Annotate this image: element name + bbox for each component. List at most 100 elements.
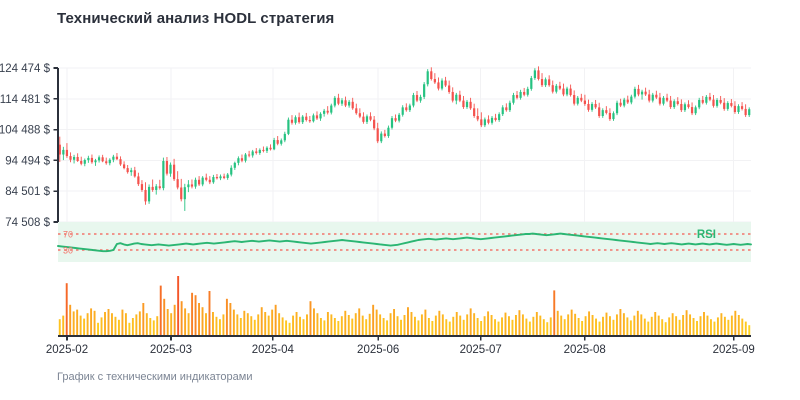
- volume-bar: [218, 319, 221, 336]
- volume-bar: [365, 319, 368, 336]
- candle-body: [358, 113, 361, 117]
- x-axis-tick-label: 2025-02: [46, 344, 88, 356]
- candle-body: [330, 105, 333, 113]
- candle-body: [483, 119, 486, 126]
- volume-bar: [239, 318, 242, 336]
- x-axis-tick-label: 2025-04: [252, 344, 295, 356]
- candle-body: [290, 119, 294, 123]
- volume-bar: [605, 312, 608, 336]
- volume-bar: [528, 321, 531, 336]
- volume-bar: [424, 309, 427, 336]
- volume-bar: [281, 317, 284, 336]
- volume-bar: [713, 321, 716, 336]
- volume-bar: [184, 308, 187, 336]
- volume-bar: [542, 319, 545, 336]
- volume-bar: [539, 315, 542, 336]
- volume-bar: [473, 313, 476, 336]
- candle-body: [258, 149, 261, 153]
- candle-body: [105, 161, 108, 164]
- volume-bar: [403, 315, 406, 336]
- volume-bar: [375, 309, 378, 336]
- candle-body: [119, 159, 122, 165]
- volume-bar: [560, 315, 563, 336]
- candle-body: [455, 94, 458, 101]
- candle-body: [723, 102, 726, 109]
- candle-body: [490, 117, 494, 123]
- candle-body: [237, 158, 240, 163]
- volume-bar: [330, 314, 333, 336]
- candle-body: [551, 85, 554, 92]
- candle-body: [405, 107, 408, 111]
- candle-body: [390, 118, 394, 128]
- volume-bar: [546, 322, 549, 336]
- candle-body: [412, 95, 415, 106]
- volume-bar: [612, 319, 615, 336]
- candle-body: [544, 79, 547, 86]
- volume-bar: [156, 316, 159, 336]
- candle-body: [137, 176, 140, 185]
- candle-body: [69, 156, 72, 160]
- volume-bar: [556, 310, 559, 336]
- volume-bar: [361, 315, 364, 336]
- candle-body: [112, 156, 115, 160]
- volume-bar: [58, 319, 61, 336]
- candle-body: [744, 108, 747, 116]
- candle-body: [230, 167, 233, 175]
- candle-body: [205, 177, 208, 180]
- volume-bar: [124, 313, 127, 336]
- candle-body: [715, 99, 719, 106]
- candle-body: [565, 88, 569, 95]
- volume-bar: [636, 310, 639, 336]
- candle-body: [240, 158, 244, 161]
- candle-body: [415, 95, 419, 101]
- candle-body: [690, 107, 694, 114]
- candle-body: [94, 160, 97, 163]
- volume-bar: [257, 314, 260, 336]
- candle-body: [101, 157, 104, 162]
- volume-bar: [734, 310, 737, 336]
- volume-bar: [591, 315, 594, 336]
- candle-body: [219, 176, 222, 179]
- volume-bar: [97, 322, 100, 336]
- candle-body: [194, 179, 197, 187]
- candle-body: [648, 94, 651, 101]
- candle-body: [244, 154, 247, 161]
- candle-body: [623, 99, 626, 106]
- volume-bar: [640, 314, 643, 336]
- candle-body: [519, 91, 522, 98]
- candle-body: [430, 71, 433, 80]
- volume-bar: [609, 316, 611, 336]
- volume-bar: [306, 314, 308, 336]
- candle-body: [598, 107, 601, 116]
- candle-body: [108, 159, 111, 164]
- volume-bar: [716, 317, 719, 336]
- candle-body: [144, 189, 147, 202]
- candle-body: [683, 104, 687, 111]
- candle-body: [58, 144, 61, 155]
- volume-bar: [170, 313, 173, 336]
- candle-body: [323, 110, 326, 114]
- candle-body: [197, 179, 201, 185]
- candle-body: [498, 114, 501, 121]
- x-axis-tick-label: 2025-09: [713, 344, 755, 356]
- candle-body: [355, 108, 358, 114]
- volume-bar: [438, 310, 441, 336]
- candle-body: [401, 107, 404, 115]
- volume-bar: [159, 285, 162, 336]
- volume-bar: [344, 310, 347, 336]
- candle-body: [176, 179, 179, 188]
- volume-bar: [483, 316, 486, 336]
- volume-bar: [445, 319, 448, 336]
- candle-body: [283, 133, 286, 141]
- candle-body: [594, 103, 597, 108]
- candle-body: [676, 101, 679, 104]
- volume-bar: [232, 309, 235, 336]
- volume-bar: [671, 313, 674, 336]
- volume-bar: [180, 301, 183, 336]
- volume-bar: [584, 316, 587, 336]
- candle-body: [748, 109, 751, 116]
- volume-bar: [285, 320, 288, 336]
- volume-bar: [650, 316, 653, 336]
- candle-body: [619, 102, 622, 106]
- volume-bar: [187, 313, 190, 336]
